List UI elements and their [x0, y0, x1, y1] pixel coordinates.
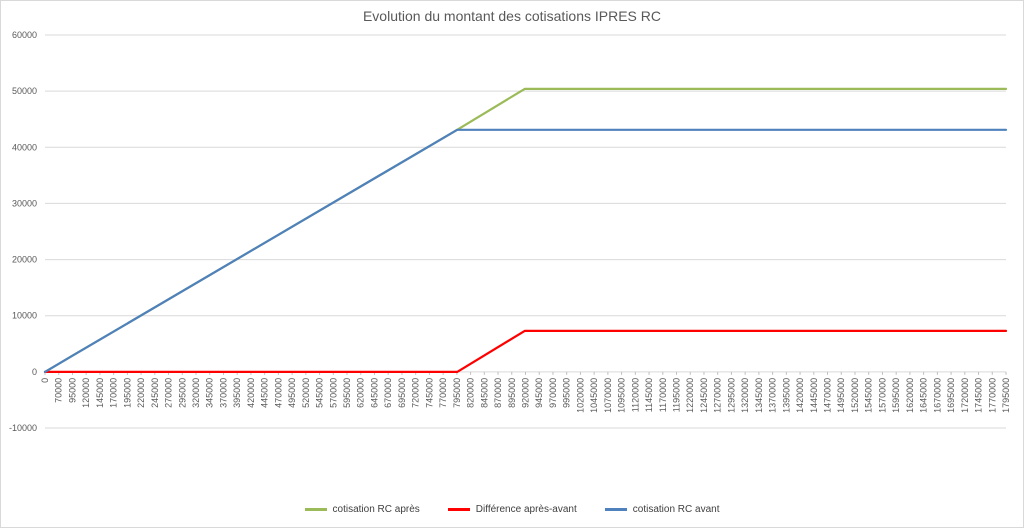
- x-tick-label: 1145000: [644, 378, 654, 412]
- x-tick-label: 120000: [81, 378, 91, 408]
- x-tick-label: 1595000: [891, 378, 901, 413]
- x-tick-label: 1420000: [795, 378, 805, 413]
- x-tick-label: 970000: [548, 378, 558, 408]
- x-tick-label: 1720000: [960, 378, 970, 413]
- x-tick-label: 270000: [164, 378, 174, 408]
- legend-label-difference: Différence après-avant: [475, 504, 577, 515]
- y-tick-label: 10000: [12, 311, 37, 321]
- y-tick-label: 40000: [12, 142, 37, 152]
- x-tick-label: 1470000: [823, 378, 833, 413]
- x-tick-label: 1020000: [575, 378, 585, 413]
- x-tick-label: 545000: [315, 378, 325, 408]
- series-line-1: [43, 329, 1008, 373]
- x-tick-label: 1370000: [768, 378, 778, 413]
- x-tick-label: 995000: [562, 378, 572, 408]
- x-tick-label: 795000: [452, 378, 462, 408]
- x-tick-label: 1620000: [905, 378, 915, 413]
- chart-legend: cotisation RC après Différence après-ava…: [0, 504, 1024, 515]
- x-tick-label: 1245000: [699, 378, 709, 413]
- x-tick-label: 670000: [383, 378, 393, 408]
- x-tick-label: 445000: [260, 378, 270, 408]
- x-tick-label: 645000: [369, 378, 379, 408]
- y-tick-label: 20000: [12, 255, 37, 265]
- x-tick-label: 695000: [397, 378, 407, 408]
- x-tick-label: 170000: [109, 378, 119, 408]
- legend-item-difference: Différence après-avant: [447, 504, 577, 515]
- x-tick-label: 1445000: [809, 378, 819, 413]
- x-tick-label: 95000: [67, 378, 77, 403]
- x-tick-label: 1570000: [877, 378, 887, 413]
- x-tick-label: 895000: [507, 378, 517, 408]
- x-tick-label: 1745000: [974, 378, 984, 413]
- x-tick-label: 520000: [301, 378, 311, 408]
- legend-swatch-avant: [604, 508, 627, 511]
- x-tick-label: 1220000: [685, 378, 695, 413]
- x-tick-label: 395000: [232, 378, 242, 408]
- x-tick-label: 1345000: [754, 378, 764, 413]
- x-tick-label: 920000: [521, 378, 531, 408]
- x-tick-label: 420000: [246, 378, 256, 408]
- series-line-2: [43, 128, 1008, 373]
- x-tick-label: 770000: [438, 378, 448, 408]
- y-tick-label: 50000: [12, 86, 37, 96]
- x-tick-label: 0: [40, 378, 50, 383]
- x-tick-label: 295000: [177, 378, 187, 408]
- legend-item-avant: cotisation RC avant: [604, 504, 720, 515]
- y-tick-label: 60000: [12, 30, 37, 40]
- x-tick-label: 845000: [479, 378, 489, 408]
- x-tick-label: 1095000: [617, 378, 627, 413]
- x-tick-label: 70000: [54, 378, 64, 403]
- legend-item-apres: cotisation RC après: [304, 504, 420, 515]
- x-tick-label: 1795000: [1001, 378, 1011, 413]
- x-tick-label: 1770000: [987, 378, 997, 413]
- x-tick-label: 1070000: [603, 378, 613, 413]
- x-tick-label: 745000: [424, 378, 434, 408]
- x-tick-label: 220000: [136, 378, 146, 408]
- x-tick-label: 1045000: [589, 378, 599, 413]
- x-tick-label: 720000: [411, 378, 421, 408]
- x-tick-label: 145000: [95, 378, 105, 408]
- x-tick-label: 820000: [466, 378, 476, 408]
- x-tick-label: 345000: [205, 378, 215, 408]
- x-tick-label: 1645000: [919, 378, 929, 413]
- x-tick-label: 495000: [287, 378, 297, 408]
- x-tick-label: 1270000: [713, 378, 723, 413]
- chart-title: Evolution du montant des cotisations IPR…: [362, 8, 662, 24]
- x-tick-label: 370000: [218, 378, 228, 408]
- x-tick-label: 945000: [534, 378, 544, 408]
- x-tick-label: 320000: [191, 378, 201, 408]
- legend-swatch-apres: [304, 508, 327, 511]
- x-tick-label: 620000: [356, 378, 366, 408]
- y-tick-label: 0: [32, 367, 37, 377]
- x-tick-label: 1320000: [740, 378, 750, 413]
- x-tick-label: 570000: [328, 378, 338, 408]
- y-tick-label: 30000: [12, 198, 37, 208]
- series-line-0: [43, 87, 1008, 373]
- x-tick-label: 245000: [150, 378, 160, 408]
- x-tick-label: 1195000: [672, 378, 682, 412]
- x-tick-label: 595000: [342, 378, 352, 408]
- x-tick-label: 1395000: [781, 378, 791, 413]
- x-tick-label: 870000: [493, 378, 503, 408]
- x-tick-label: 1295000: [726, 378, 736, 413]
- x-tick-label: 1520000: [850, 378, 860, 413]
- x-tick-label: 1120000: [630, 378, 640, 412]
- x-tick-label: 1170000: [658, 378, 668, 412]
- x-tick-label: 470000: [273, 378, 283, 408]
- x-tick-label: 1545000: [864, 378, 874, 413]
- x-tick-label: 195000: [122, 378, 132, 408]
- x-tick-label: 1695000: [946, 378, 956, 413]
- x-tick-label: 1670000: [932, 378, 942, 413]
- legend-label-apres: cotisation RC après: [332, 504, 420, 515]
- x-tick-label: 1495000: [836, 378, 846, 413]
- legend-swatch-difference: [447, 508, 470, 511]
- legend-label-avant: cotisation RC avant: [632, 504, 720, 515]
- y-tick-label: -10000: [9, 423, 37, 433]
